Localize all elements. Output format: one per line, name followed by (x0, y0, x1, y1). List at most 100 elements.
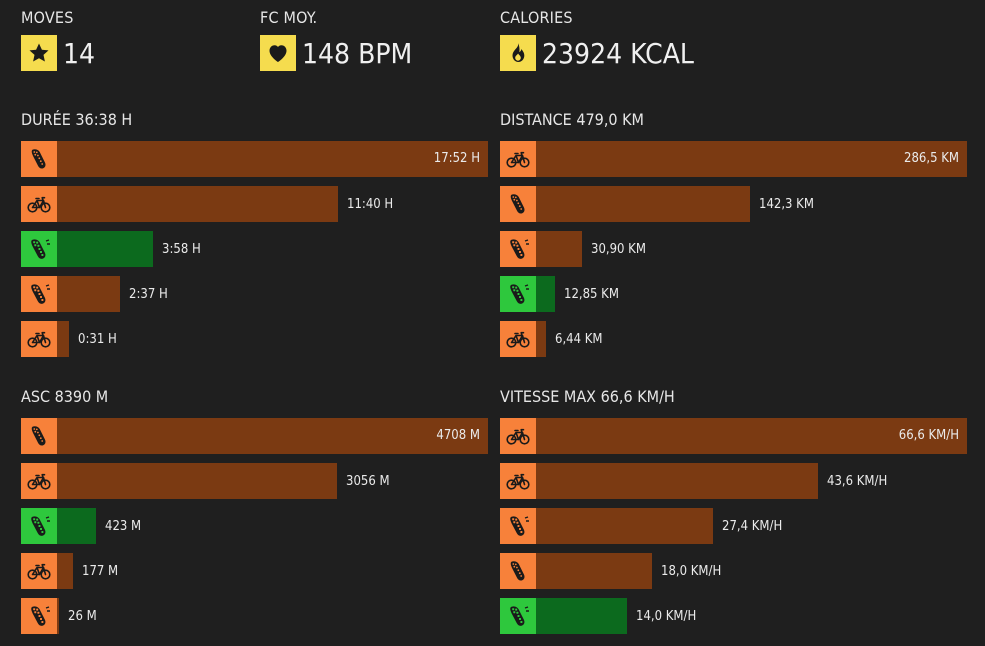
bar-row: 18,0 KM/H (500, 553, 721, 589)
section-title: DURÉE 36:38 H (21, 110, 133, 129)
cycling-icon (21, 463, 57, 499)
cycling-icon (500, 141, 536, 177)
section-max-speed: VITESSE MAX 66,6 KM/H 66,6 KM/H 43,6 KM/H… (500, 386, 967, 634)
bar-fill (536, 321, 546, 357)
section-title: VITESSE MAX 66,6 KM/H (500, 387, 675, 406)
bar-fill (57, 418, 488, 454)
running-icon (21, 141, 57, 177)
cycling-icon (21, 553, 57, 589)
bar-value-label: 11:40 H (347, 196, 394, 212)
cycling-icon (21, 321, 57, 357)
running-icon (21, 418, 57, 454)
bar-fill (536, 231, 582, 267)
bar-fill (57, 186, 338, 222)
stat-calories: CALORIES 23924 KCAL (500, 8, 694, 71)
bar-fill (536, 463, 818, 499)
trail-running-icon (21, 508, 57, 544)
bar-value-label: 66,6 KM/H (898, 428, 959, 443)
bar-value-label: 423 M (105, 518, 142, 534)
bar-row: 423 M (21, 508, 141, 544)
flame-icon (500, 35, 536, 71)
bar-fill (57, 231, 153, 267)
running-icon (500, 186, 536, 222)
bar-value-label: 43,6 KM/H (827, 473, 888, 489)
bar-value-label: 27,4 KM/H (722, 518, 783, 534)
bar-fill (57, 553, 73, 589)
bar-value-label: 30,90 KM (591, 241, 646, 257)
bar-value-label: 4708 M (436, 428, 480, 443)
cycling-icon (500, 463, 536, 499)
bar-value-label: 3056 M (346, 473, 390, 489)
trail-running-icon (21, 598, 57, 634)
bar-value-label: 2:37 H (129, 286, 168, 302)
star-icon (21, 35, 57, 71)
stat-label: CALORIES (500, 8, 573, 27)
stat-value: 14 (63, 36, 96, 70)
bar-fill (536, 508, 713, 544)
bar-fill (57, 276, 120, 312)
bar-value-label: 17:52 H (433, 151, 480, 166)
section-ascent: ASC 8390 M 4708 M 3056 M 423 M 177 M 26 M (21, 386, 488, 634)
bar-value-label: 18,0 KM/H (661, 563, 722, 579)
bar-row: 0:31 H (21, 321, 117, 357)
bar-fill (536, 553, 652, 589)
stat-heart-rate: FC MOY. 148 BPM (260, 8, 412, 71)
bar-fill (57, 598, 59, 634)
bar-fill (536, 598, 627, 634)
bar-fill (536, 141, 967, 177)
trail-running-icon (500, 231, 536, 267)
stat-value: 148 BPM (302, 36, 413, 70)
bar-value-label: 3:58 H (162, 241, 201, 257)
section-distance: DISTANCE 479,0 KM 286,5 KM 142,3 KM 30,90 … (500, 109, 967, 357)
section-title: ASC 8390 M (21, 387, 109, 406)
bar-row: 27,4 KM/H (500, 508, 782, 544)
bar-row: 11:40 H (21, 186, 393, 222)
bar-fill (536, 418, 967, 454)
bar-row: 14,0 KM/H (500, 598, 696, 634)
trail-running-icon (21, 276, 57, 312)
bar-value-label: 14,0 KM/H (636, 608, 697, 624)
bar-row: 6,44 KM (500, 321, 603, 357)
trail-running-icon (500, 508, 536, 544)
bar-value-label: 142,3 KM (759, 196, 814, 212)
stat-moves: MOVES 14 (21, 8, 95, 71)
cycling-icon (500, 418, 536, 454)
bar-row: 142,3 KM (500, 186, 814, 222)
bar-fill (536, 186, 750, 222)
stat-label: FC MOY. (260, 8, 318, 27)
trail-running-icon (500, 598, 536, 634)
bar-row: 4708 M (21, 418, 488, 454)
bar-value-label: 286,5 KM (904, 151, 959, 166)
bar-fill (57, 321, 69, 357)
bar-row: 26 M (21, 598, 97, 634)
bar-fill (57, 508, 96, 544)
bar-fill (57, 463, 337, 499)
bar-row: 3056 M (21, 463, 390, 499)
bar-row: 12,85 KM (500, 276, 619, 312)
heart-icon (260, 35, 296, 71)
bar-row: 3:58 H (21, 231, 201, 267)
bar-row: 30,90 KM (500, 231, 646, 267)
section-duration: DURÉE 36:38 H 17:52 H 11:40 H 3:58 H 2:37 H… (21, 109, 488, 357)
bar-row: 286,5 KM (500, 141, 967, 177)
running-icon (500, 553, 536, 589)
section-title: DISTANCE 479,0 KM (500, 110, 644, 129)
bar-row: 177 M (21, 553, 118, 589)
bar-fill (536, 276, 555, 312)
bar-row: 2:37 H (21, 276, 168, 312)
bar-value-label: 177 M (82, 563, 119, 579)
bar-value-label: 26 M (68, 608, 97, 624)
stat-value: 23924 KCAL (542, 36, 694, 70)
bar-value-label: 12,85 KM (564, 286, 619, 302)
cycling-icon (21, 186, 57, 222)
trail-running-icon (21, 231, 57, 267)
bar-fill (57, 141, 488, 177)
stat-label: MOVES (21, 8, 74, 27)
bar-value-label: 6,44 KM (555, 331, 603, 347)
bar-value-label: 0:31 H (78, 331, 117, 347)
bar-row: 43,6 KM/H (500, 463, 887, 499)
trail-running-icon (500, 276, 536, 312)
bar-row: 17:52 H (21, 141, 488, 177)
bar-row: 66,6 KM/H (500, 418, 967, 454)
cycling-icon (500, 321, 536, 357)
